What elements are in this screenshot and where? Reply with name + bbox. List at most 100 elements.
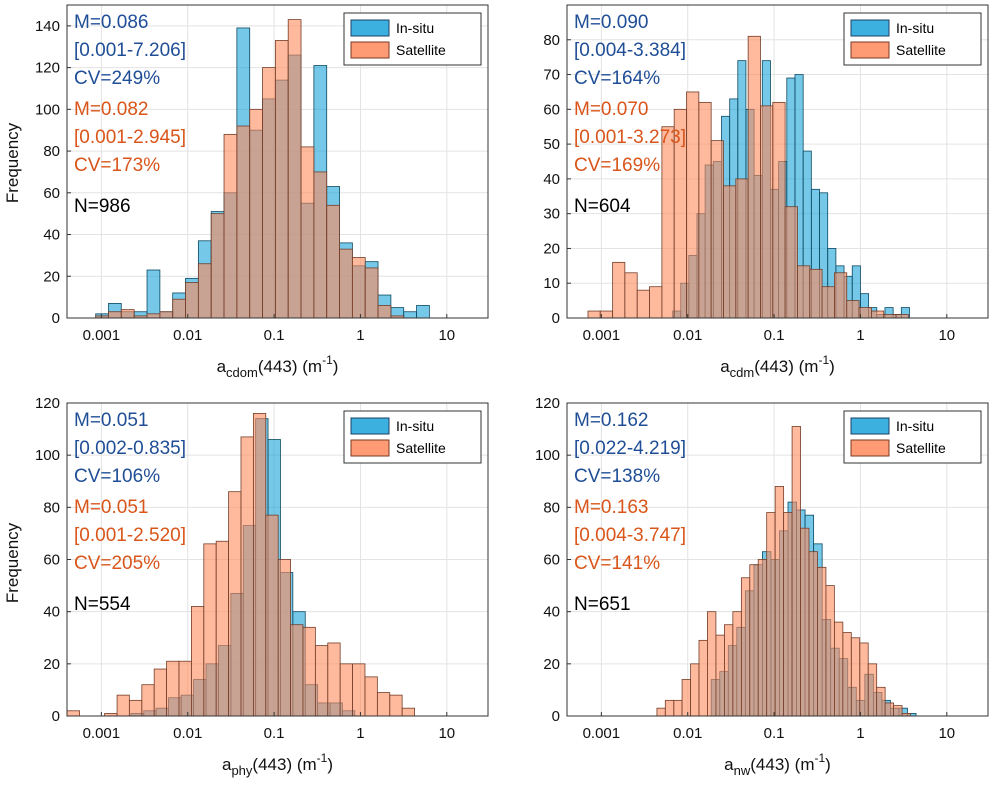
satellite-bar xyxy=(178,660,192,717)
x-axis-label-part: ) xyxy=(327,755,333,774)
legend-insitu-swatch xyxy=(850,19,890,37)
y-tick-label: 20 xyxy=(543,240,560,257)
y-tick-label: 20 xyxy=(43,268,60,285)
y-tick-label: 20 xyxy=(543,656,560,673)
satellite-stat-text: [0.004-3.747] xyxy=(574,525,686,546)
x-tick-label: 0.1 xyxy=(764,725,785,742)
satellite-bar xyxy=(377,305,392,319)
sample-count-text: N=986 xyxy=(74,196,131,217)
y-tick-label: 0 xyxy=(52,310,60,327)
x-axis-label-part: ) xyxy=(825,755,831,774)
satellite-bar xyxy=(624,272,638,319)
satellite-bar xyxy=(749,564,759,717)
satellite-bar xyxy=(876,686,886,717)
axes-frame xyxy=(566,4,989,319)
y-tick-label: 80 xyxy=(543,499,560,516)
legend-satellite-label: Satellite xyxy=(396,42,446,58)
x-tick-label: 0.01 xyxy=(673,725,702,742)
satellite-bar xyxy=(290,624,304,717)
satellite-bar xyxy=(327,642,341,717)
legend-satellite-label: Satellite xyxy=(896,440,946,456)
x-axis-label-part: cdm xyxy=(730,365,755,380)
insitu-stat-text: [0.022-4.219] xyxy=(574,438,686,459)
y-tick-label: 30 xyxy=(543,206,560,223)
satellite-bar xyxy=(772,101,786,319)
satellite-bar xyxy=(587,310,601,319)
satellite-bar xyxy=(252,413,267,717)
x-tick-label: 0.1 xyxy=(264,327,285,344)
satellite-bar xyxy=(821,286,835,319)
y-tick-label: 100 xyxy=(35,447,60,464)
x-axis-label-part: a xyxy=(222,755,232,774)
satellite-bar xyxy=(774,486,785,717)
satellite-bar xyxy=(809,268,823,319)
legend-insitu-label: In-situ xyxy=(896,418,934,434)
y-tick-label: 120 xyxy=(35,395,60,412)
y-tick-label: 60 xyxy=(43,552,60,569)
satellite-bar xyxy=(351,257,366,319)
legend-satellite-swatch xyxy=(350,41,390,59)
satellite-bar xyxy=(120,309,135,319)
insitu-stat-text: CV=249% xyxy=(74,68,160,89)
y-tick-label: 0 xyxy=(552,310,560,327)
satellite-bar xyxy=(339,663,353,717)
satellite-bar xyxy=(800,527,810,717)
x-axis-label-part: phy xyxy=(231,763,252,778)
y-tick-label: 40 xyxy=(43,604,60,621)
satellite-bar xyxy=(314,645,329,717)
y-tick-label: 80 xyxy=(543,32,560,49)
y-tick-label: 80 xyxy=(43,499,60,516)
x-tick-label: 0.01 xyxy=(673,327,702,344)
satellite-bar xyxy=(108,311,122,319)
satellite-bar xyxy=(661,126,675,319)
insitu-stat-text: M=0.162 xyxy=(574,410,648,431)
satellite-bar xyxy=(833,621,844,717)
legend-satellite-swatch xyxy=(850,41,890,59)
satellite-bar xyxy=(203,543,217,717)
satellite-bar xyxy=(172,298,186,319)
satellite-bar xyxy=(846,300,860,319)
x-axis-label-part: nw xyxy=(734,763,751,778)
satellite-bar xyxy=(842,632,852,717)
satellite-bar xyxy=(817,566,827,717)
satellite-bar xyxy=(228,491,242,717)
satellite-bar xyxy=(265,514,279,717)
satellite-bar xyxy=(784,206,798,319)
insitu-bar xyxy=(416,305,430,319)
satellite-bar xyxy=(783,512,793,717)
x-axis-label-part: -1 xyxy=(818,353,829,367)
insitu-bar xyxy=(146,269,161,319)
x-axis-label-part: a xyxy=(720,357,730,376)
satellite-bar xyxy=(326,204,340,319)
satellite-stat-text: M=0.082 xyxy=(74,99,148,120)
satellite-bar xyxy=(599,310,614,319)
x-axis-label-part: a xyxy=(217,357,227,376)
y-tick-label: 80 xyxy=(43,143,60,160)
satellite-bar xyxy=(681,679,692,717)
x-tick-label: 1 xyxy=(356,327,364,344)
satellite-bar xyxy=(389,694,403,717)
satellite-bar xyxy=(690,663,700,717)
satellite-bar xyxy=(249,108,263,319)
sample-count-text: N=651 xyxy=(574,594,631,615)
x-tick-label: 0.1 xyxy=(264,725,285,742)
insitu-stat-text: [0.004-3.384] xyxy=(574,40,686,61)
satellite-bar xyxy=(302,626,316,717)
satellite-stat-text: CV=169% xyxy=(574,155,660,176)
satellite-bar xyxy=(850,637,861,717)
satellite-bar xyxy=(664,699,675,717)
satellite-bar xyxy=(760,105,774,319)
satellite-bar xyxy=(262,67,276,319)
satellite-bar xyxy=(153,668,167,717)
satellite-bar xyxy=(747,35,761,319)
legend-insitu-swatch xyxy=(350,417,390,435)
satellite-bar xyxy=(825,585,835,717)
insitu-stat-text: [0.001-7.206] xyxy=(74,40,186,61)
x-axis-label-part: (443) (m xyxy=(258,357,322,376)
satellite-bar xyxy=(766,512,776,717)
satellite-stat-text: CV=141% xyxy=(574,553,660,574)
satellite-bar xyxy=(313,171,328,319)
legend-satellite-label: Satellite xyxy=(396,440,446,456)
